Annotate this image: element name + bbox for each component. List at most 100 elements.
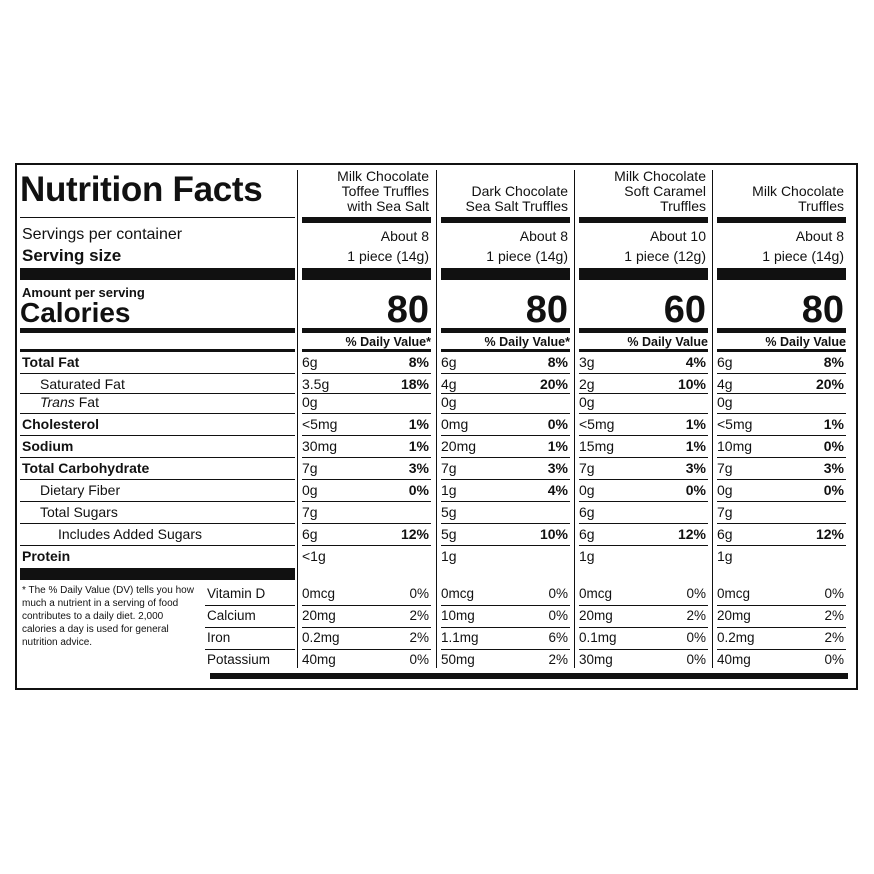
- rule: [205, 605, 295, 606]
- vitamin-dv: 0%: [548, 586, 568, 601]
- nutrient-amount: 0g: [579, 394, 595, 410]
- nutrient-amount: <5mg: [302, 416, 338, 432]
- vitamin-dv: 0%: [409, 586, 429, 601]
- nutrient-amount: 6g: [441, 354, 457, 370]
- rule: [712, 170, 713, 668]
- rule: [20, 523, 295, 524]
- rule: [579, 435, 708, 436]
- nutrient-amount: 7g: [302, 504, 318, 520]
- vitamin-amount: 0.2mg: [302, 630, 340, 645]
- vitamin-amount: 0mcg: [302, 586, 336, 601]
- rule: [579, 349, 708, 352]
- nutrient-amount: 5g: [441, 526, 457, 542]
- rule: [20, 435, 295, 436]
- servings-label: Servings per container: [22, 226, 183, 243]
- rule: [441, 413, 570, 414]
- dv-header: % Daily Value*: [484, 335, 570, 349]
- vitamin-amount: 40mg: [717, 652, 751, 667]
- vitamin-amount: 0mcg: [579, 586, 613, 601]
- product-name: with Sea Salt: [347, 198, 429, 214]
- nutrient-amount: 0g: [302, 482, 318, 498]
- rule: [441, 373, 570, 374]
- nutrient-dv: 3%: [823, 460, 844, 476]
- dv-header: % Daily Value: [627, 335, 708, 349]
- nutrient-dv: 18%: [400, 376, 429, 392]
- servings: About 8: [795, 228, 844, 244]
- serving-size: 1 piece (14g): [347, 248, 429, 264]
- rule: [717, 457, 846, 458]
- footnote: * The % Daily Value (DV) tells you how m…: [22, 585, 194, 648]
- nutrient-amount: 0g: [302, 394, 318, 410]
- nutrient-dv: 1%: [685, 438, 706, 454]
- nutrient-amount: 7g: [717, 504, 733, 520]
- rule: [20, 413, 295, 414]
- rule: [205, 627, 295, 628]
- rule: [302, 349, 431, 352]
- nutrient-dv: 8%: [823, 354, 844, 370]
- rule: [579, 217, 708, 223]
- vitamin-label: Iron: [207, 630, 231, 645]
- rule: [302, 479, 431, 480]
- rule: [441, 268, 570, 280]
- rule: [717, 545, 846, 546]
- rule: [579, 328, 708, 333]
- rule: [717, 501, 846, 502]
- nutrient-amount: 7g: [441, 460, 457, 476]
- vitamin-dv: 0%: [686, 652, 706, 667]
- nutrient-label: Cholesterol: [22, 416, 100, 432]
- rule: [579, 605, 708, 606]
- nutrient-label: Includes Added Sugars: [58, 526, 202, 542]
- rule: [302, 457, 431, 458]
- nutrient-amount: 0g: [441, 394, 457, 410]
- product-name: Truffles: [660, 198, 706, 214]
- nutrient-dv: 12%: [815, 526, 844, 542]
- rule: [436, 170, 437, 668]
- product-name: Sea Salt Truffles: [465, 198, 568, 214]
- nutrient-amount: 6g: [302, 354, 318, 370]
- product-name: Dark Chocolate: [471, 183, 569, 199]
- nutrient-dv: 1%: [408, 438, 429, 454]
- nutrient-amount: 1g: [441, 548, 457, 564]
- nutrient-amount: 0mg: [441, 416, 469, 432]
- rule: [717, 393, 846, 394]
- nutrient-label: Protein: [22, 548, 71, 564]
- vitamin-dv: 2%: [686, 608, 706, 623]
- nutrient-amount: 1g: [441, 482, 457, 498]
- nutrient-amount: <5mg: [717, 416, 753, 432]
- rule: [441, 605, 570, 606]
- vitamin-label: Vitamin D: [207, 586, 266, 601]
- nutrient-label: Dietary Fiber: [40, 482, 121, 498]
- vitamin-amount: 10mg: [441, 608, 475, 623]
- rule: [441, 217, 570, 223]
- servings: About 8: [519, 228, 568, 244]
- vitamin-dv: 0%: [548, 608, 568, 623]
- rule: [302, 268, 431, 280]
- rule: [20, 501, 295, 502]
- calories: 80: [386, 289, 429, 331]
- rule: [717, 627, 846, 628]
- nutrient-amount: 7g: [302, 460, 318, 476]
- nutrient-amount: 0g: [579, 482, 595, 498]
- nutrient-amount: 20mg: [441, 438, 477, 454]
- rule: [302, 501, 431, 502]
- nutrient-dv: 20%: [539, 376, 568, 392]
- rule: [20, 393, 295, 394]
- vitamin-dv: 6%: [548, 630, 568, 645]
- rule: [20, 457, 295, 458]
- rule: [574, 170, 575, 668]
- nutrient-dv: 20%: [815, 376, 844, 392]
- nutrient-dv: 4%: [685, 354, 706, 370]
- rule: [302, 435, 431, 436]
- nutrient-dv: 12%: [400, 526, 429, 542]
- nutrient-dv: 0%: [685, 482, 706, 498]
- nutrient-dv: 0%: [823, 482, 844, 498]
- rule: [579, 545, 708, 546]
- nutrient-label: Fat: [78, 394, 99, 410]
- rule: [579, 627, 708, 628]
- vitamin-amount: 40mg: [302, 652, 336, 667]
- nutrient-amount: 4g: [441, 376, 457, 392]
- vitamin-dv: 0%: [686, 630, 706, 645]
- calories-label: Calories: [20, 297, 131, 328]
- nutrient-amount: 7g: [717, 460, 733, 476]
- rule: [20, 328, 295, 333]
